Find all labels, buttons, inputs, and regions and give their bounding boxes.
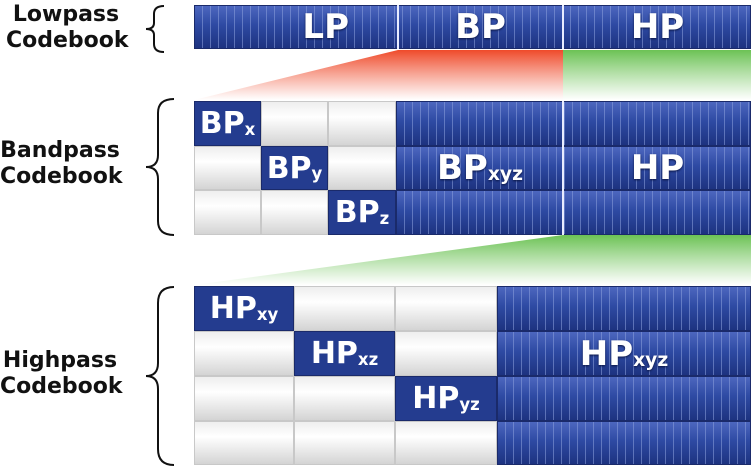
bpx-cell: BP x (194, 101, 261, 146)
hpyz-main: HP (412, 381, 460, 416)
bandpass-brace (145, 98, 175, 236)
bpz-main: BP (334, 195, 380, 230)
hpxz-main: HP (310, 336, 358, 371)
hpxyz-main: HP (579, 333, 634, 374)
bpy-main: BP (266, 150, 312, 186)
highpass-gray-cell (294, 286, 395, 331)
highpass-codebook-label: Highpass Codebook (0, 348, 123, 401)
bandpass-hp-label: HP (630, 148, 685, 188)
bpxyz-sub: xyz (487, 164, 523, 186)
bpy-cell: BP y (261, 146, 328, 190)
lowpass-codebook-label: Lowpass Codebook (6, 2, 129, 55)
highpass-blue-row (497, 331, 751, 376)
bpz-cell: BP z (328, 190, 396, 235)
hpxy-cell: HP xy (194, 286, 294, 331)
lowpass-label-line1: Lowpass (12, 2, 120, 27)
hpxy-sub: xy (256, 304, 279, 324)
bandpass-gray-cell (261, 101, 328, 146)
highpass-gray-cell (395, 286, 497, 331)
lowpass-brace (145, 5, 165, 53)
highpass-expansion-wedge-top (563, 50, 751, 100)
highpass-label-line2: Codebook (0, 374, 123, 400)
highpass-gray-cell (194, 331, 294, 376)
lowpass-divider-1 (397, 5, 399, 49)
bandpass-codebook-label: Bandpass Codebook (0, 138, 123, 191)
highpass-gray-cell (194, 376, 294, 421)
bandpass-gray-cell (328, 101, 396, 146)
bandpass-label-line1: Bandpass (0, 138, 120, 163)
highpass-blue-row (497, 286, 751, 331)
bandpass-divider (562, 101, 564, 235)
highpass-gray-cell (294, 421, 395, 465)
bandpass-blue-row (396, 190, 751, 235)
lowpass-label-line2: Codebook (6, 28, 129, 54)
hpxz-sub: xz (357, 349, 379, 369)
hpxyz-label: HP xyz (497, 331, 751, 376)
highpass-brace (145, 286, 175, 466)
bandpass-gray-cell (261, 190, 328, 235)
hpyz-cell: HP yz (395, 376, 497, 421)
hpxy-main: HP (209, 291, 257, 326)
bpxyz-label: BP xyz (398, 146, 562, 190)
highpass-gray-cell (194, 421, 294, 465)
bpx-sub: x (244, 119, 256, 139)
highpass-gray-cell (395, 421, 497, 465)
lowpass-divider-2 (562, 5, 564, 49)
hpyz-sub: yz (459, 394, 480, 414)
bpz-sub: z (379, 208, 390, 228)
bandpass-expansion-wedge (194, 50, 563, 100)
hpxz-cell: HP xz (294, 331, 395, 376)
lp-bp-label: BP (455, 7, 506, 47)
bandpass-gray-cell (194, 190, 261, 235)
highpass-blue-row (497, 376, 751, 421)
highpass-blue-row (497, 421, 751, 465)
hpxyz-sub: xyz (633, 349, 669, 371)
bandpass-gray-cell (328, 146, 396, 190)
lowpass-row (194, 5, 751, 49)
bpx-main: BP (199, 106, 245, 141)
bandpass-label-line2: Codebook (0, 164, 123, 190)
bpxyz-main: BP (437, 148, 488, 188)
lp-label: LP (302, 7, 349, 47)
bandpass-blue-row (396, 146, 751, 190)
highpass-gray-cell (395, 331, 497, 376)
lp-hp-label: HP (630, 7, 685, 47)
bpy-sub: y (311, 164, 323, 184)
highpass-gray-cell (294, 376, 395, 421)
bandpass-blue-row (396, 101, 751, 146)
bandpass-gray-cell (194, 146, 261, 190)
highpass-label-line1: Highpass (2, 348, 118, 373)
highpass-expansion-wedge (194, 235, 751, 285)
